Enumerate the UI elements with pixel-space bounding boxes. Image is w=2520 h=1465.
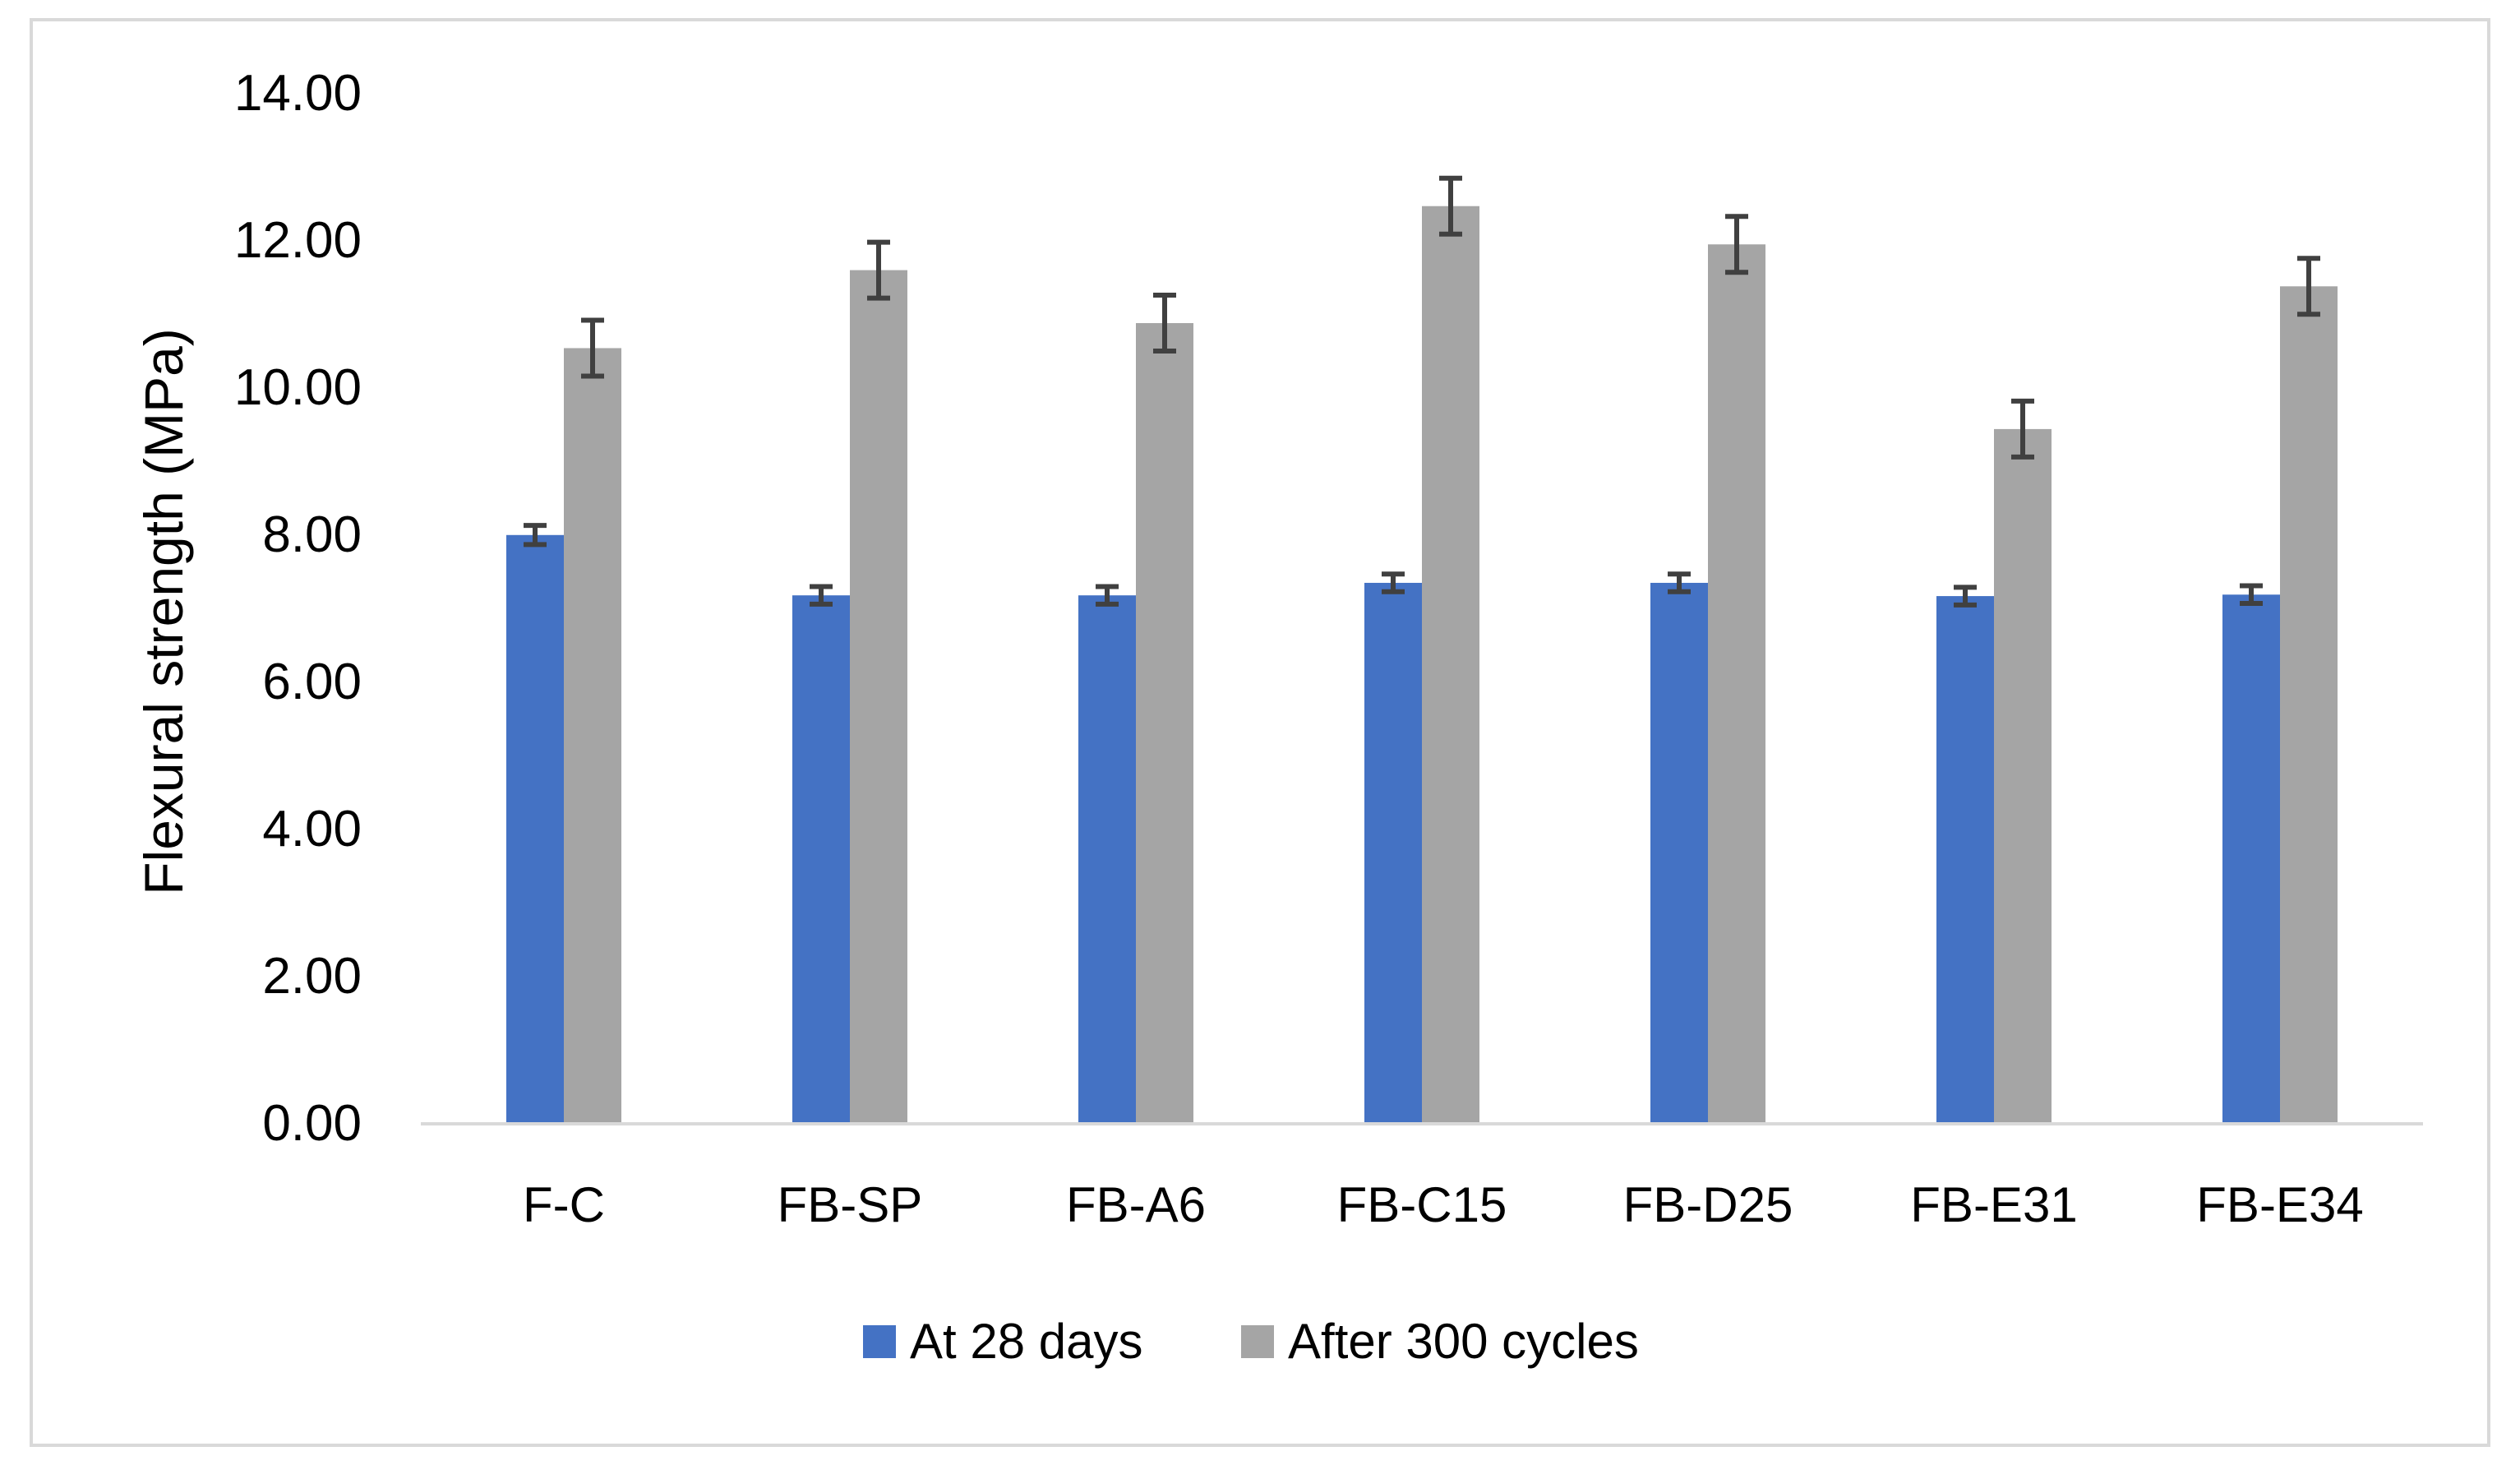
bar-28-days: [506, 534, 564, 1122]
x-axis-categories: F-C FB-SP FB-A6 FB-C15 FB-D25 FB-E31 FB-E34: [523, 1177, 2364, 1232]
bar-after-300-cycles: [1422, 206, 1479, 1123]
bar-28-days: [1078, 595, 1136, 1122]
x-category-label: FB-C15: [1337, 1177, 1507, 1232]
x-category-label: FB-A6: [1066, 1177, 1206, 1232]
y-tick-label: 14.00: [234, 65, 362, 122]
y-tick-label: 10.00: [234, 359, 362, 416]
bars-group: [506, 206, 2338, 1123]
x-category-label: FB-E31: [1910, 1177, 2077, 1232]
y-tick-label: 4.00: [262, 801, 362, 857]
y-tick-label: 0.00: [262, 1095, 362, 1152]
bar-after-300-cycles: [2280, 286, 2338, 1122]
bar-28-days: [2222, 594, 2280, 1122]
y-tick-label: 12.00: [234, 212, 362, 269]
bar-28-days: [792, 595, 850, 1122]
legend: At 28 days After 300 cycles: [863, 1314, 1639, 1369]
legend-label: At 28 days: [910, 1314, 1143, 1369]
bar-after-300-cycles: [1708, 244, 1765, 1122]
y-axis-label: Flexural strength (MPa): [133, 328, 194, 895]
bar-28-days: [1364, 582, 1422, 1122]
bar-after-300-cycles: [1136, 323, 1193, 1122]
bar-after-300-cycles: [564, 348, 621, 1123]
y-tick-label: 2.00: [262, 948, 362, 1005]
x-category-label: F-C: [523, 1177, 605, 1232]
error-bars-group: [524, 175, 2320, 608]
x-category-label: FB-E34: [2196, 1177, 2363, 1232]
x-category-label: FB-SP: [778, 1177, 923, 1232]
x-category-label: FB-D25: [1623, 1177, 1793, 1232]
legend-label: After 300 cycles: [1288, 1314, 1639, 1369]
y-tick-label: 8.00: [262, 506, 362, 563]
legend-swatch-28-days: [863, 1325, 896, 1358]
y-tick-label: 6.00: [262, 654, 362, 710]
bar-28-days: [1936, 596, 1994, 1122]
bar-28-days: [1650, 582, 1708, 1122]
bar-after-300-cycles: [850, 270, 907, 1123]
bar-after-300-cycles: [1994, 428, 2052, 1122]
chart-frame: [30, 18, 2490, 1447]
legend-swatch-after-300-cycles: [1241, 1325, 1274, 1358]
y-axis-ticks: 0.00 2.00 4.00 6.00 8.00 10.00 12.00 14.00: [234, 65, 362, 1152]
